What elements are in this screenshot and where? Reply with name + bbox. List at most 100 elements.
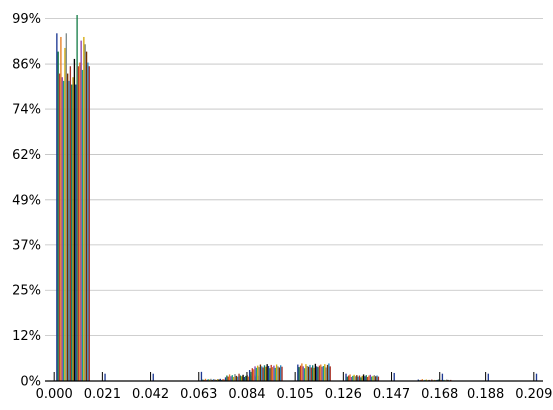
bar [317, 367, 319, 381]
bar [255, 367, 258, 381]
bar [104, 373, 106, 381]
bar [75, 84, 77, 381]
bar [369, 374, 371, 381]
bar [64, 47, 66, 381]
x-tick-label: 0.126 [325, 387, 362, 402]
bar [223, 379, 226, 381]
bar [356, 375, 358, 381]
bar [309, 364, 311, 381]
bar [207, 379, 209, 381]
bar [366, 376, 369, 381]
x-tick-label: 0.042 [132, 387, 169, 402]
bar [58, 73, 61, 381]
bar [274, 367, 276, 381]
x-tick-label: 0.168 [421, 387, 458, 402]
bar [313, 367, 315, 381]
bar [306, 365, 308, 381]
bar [320, 364, 322, 381]
bar [307, 366, 310, 381]
bar [353, 374, 355, 381]
bar [425, 379, 428, 381]
bar [421, 379, 424, 381]
bar [365, 375, 367, 381]
bar [329, 366, 331, 381]
bar [56, 33, 58, 382]
bar [299, 365, 302, 381]
bar [445, 379, 448, 381]
bar [417, 379, 419, 381]
bar [254, 366, 256, 381]
bar-series [56, 15, 538, 382]
bar [66, 73, 69, 381]
bar [271, 367, 274, 381]
bar [243, 376, 246, 381]
x-tick-label: 0.084 [228, 387, 265, 402]
bar [352, 375, 354, 381]
bar [71, 84, 73, 381]
bar [372, 375, 374, 381]
bar [375, 376, 377, 381]
bar [310, 367, 312, 381]
bar [269, 368, 271, 381]
bar [316, 366, 318, 381]
bar [326, 364, 329, 381]
bar [230, 376, 232, 381]
bar [232, 376, 235, 381]
bar [273, 365, 275, 381]
x-tick-label: 0.000 [36, 387, 73, 402]
bar [354, 376, 357, 381]
y-tick-label: 37% [12, 238, 41, 253]
bar [278, 367, 281, 381]
bar [364, 376, 366, 381]
bar [324, 364, 326, 381]
bar [345, 373, 347, 381]
bar [68, 80, 70, 381]
bar [202, 379, 204, 381]
bar [219, 378, 222, 381]
bar [65, 33, 67, 382]
bar [237, 376, 239, 381]
bar [349, 374, 351, 381]
bar [247, 376, 250, 381]
x-tick-label: 0.188 [467, 387, 504, 402]
bar [152, 373, 154, 381]
bar [346, 376, 349, 381]
bar [80, 40, 82, 382]
y-tick-label: 49% [12, 193, 41, 208]
bar [227, 376, 229, 381]
bar [348, 375, 350, 381]
bar [370, 376, 373, 381]
bar [251, 368, 254, 381]
bar [245, 375, 247, 381]
bar [376, 375, 378, 381]
bar [437, 379, 440, 381]
x-tick-label: 0.147 [373, 387, 410, 402]
bar [224, 377, 227, 381]
bar [83, 36, 85, 382]
bar [87, 62, 89, 382]
bar [301, 363, 303, 381]
bar [88, 66, 90, 382]
y-tick-label: 12% [12, 329, 41, 344]
bar [328, 363, 330, 381]
bar [248, 370, 251, 381]
bar [259, 364, 262, 381]
bar [242, 374, 244, 381]
y-tick-labels: 0% 12% 25% 37% 49% 62% 74% 86% 99% [12, 12, 41, 389]
x-tick-label: 0.021 [84, 387, 121, 402]
bar [238, 373, 240, 381]
bar [72, 77, 74, 381]
bar [61, 77, 63, 381]
bar [487, 373, 489, 381]
bar [362, 374, 365, 381]
bar [222, 379, 224, 381]
bar [239, 375, 242, 381]
bar [377, 376, 380, 381]
bar [73, 58, 76, 382]
bar [235, 375, 238, 381]
bar [302, 366, 304, 381]
bar [350, 376, 353, 381]
axes [45, 372, 543, 382]
bar [305, 364, 307, 381]
